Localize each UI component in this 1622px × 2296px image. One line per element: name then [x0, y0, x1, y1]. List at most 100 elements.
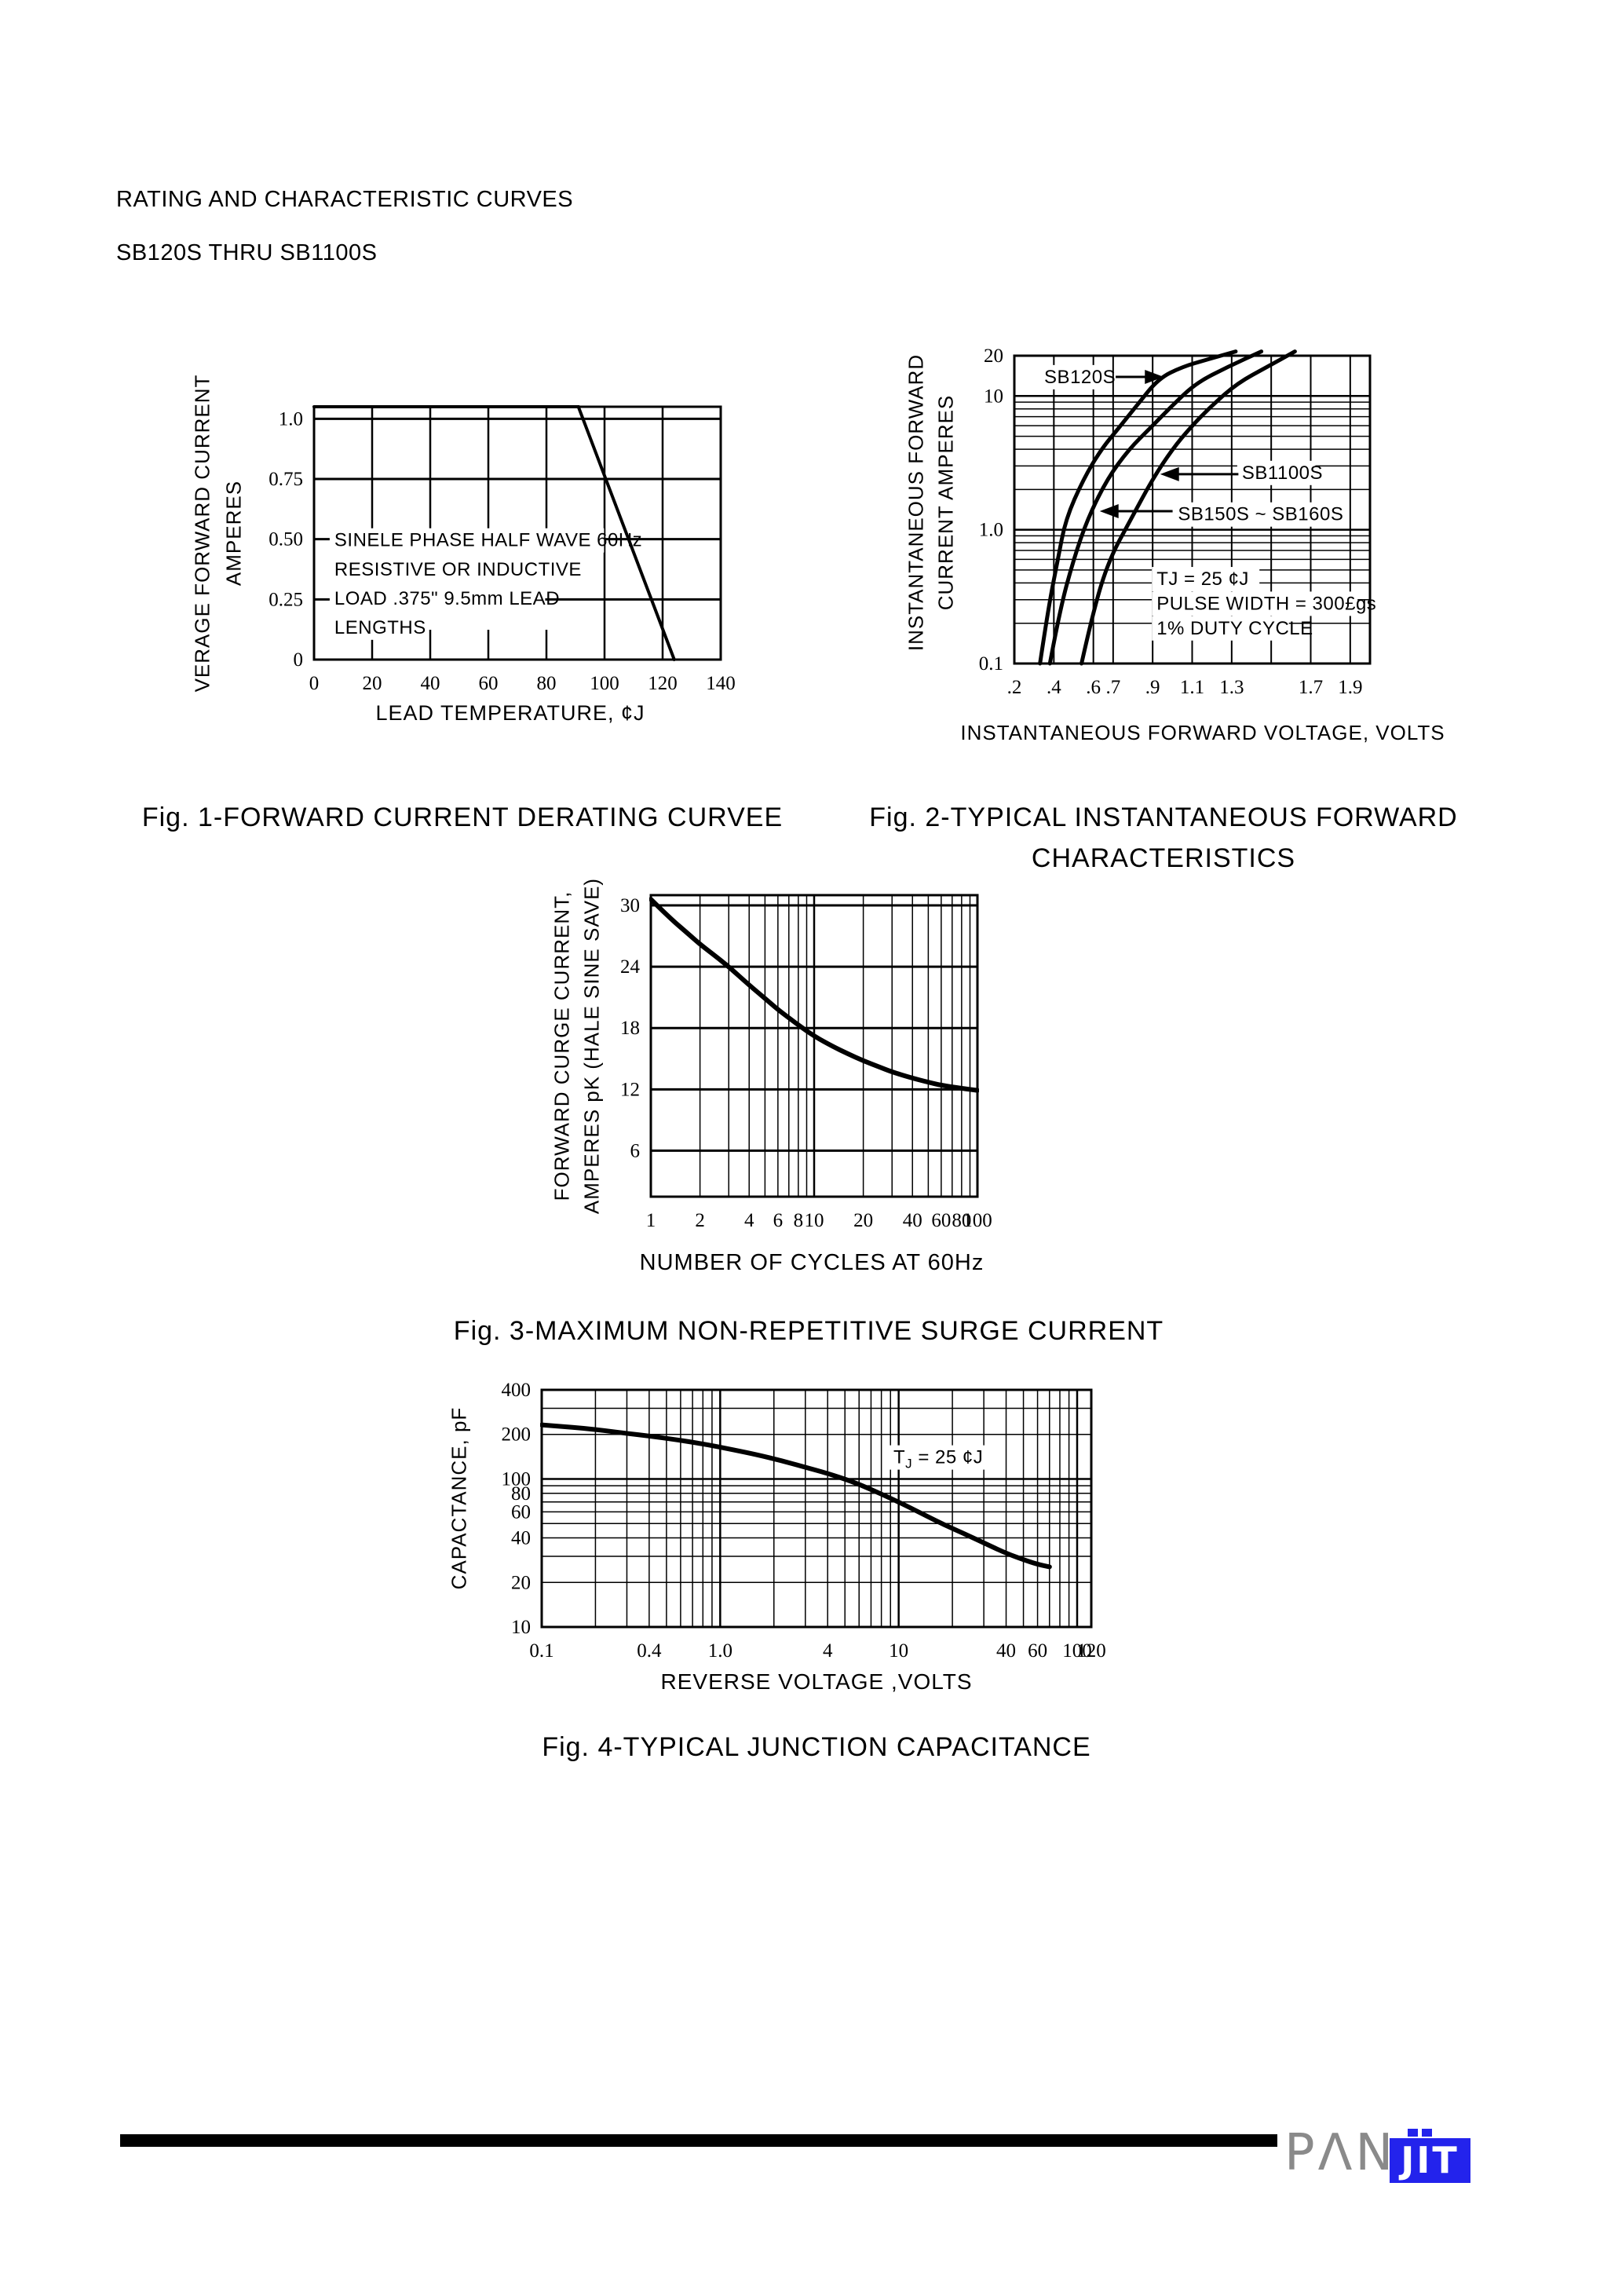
annotation-bg	[1152, 591, 1358, 616]
fig2-x-axis-label: INSTANTANEOUS FORWARD VOLTAGE, VOLTS	[960, 721, 1445, 744]
curve-sb150s-sb160s	[1047, 349, 1264, 666]
arrow-head-icon	[1099, 503, 1119, 518]
brand-dot-j-icon	[1408, 2129, 1418, 2137]
y-tick-label: 0.75	[269, 469, 303, 490]
brand-text-pan: PΛN	[1284, 2124, 1397, 2182]
x-tick-label: .2	[1007, 677, 1022, 698]
brand-text-jit: JIT	[1401, 2139, 1459, 2181]
fig4-y-axis-label: CAPACTANCE, pF	[447, 1406, 471, 1590]
x-tick-label: .7	[1105, 677, 1120, 698]
fig1-caption: Fig. 1-FORWARD CURRENT DERATING CURVEE	[141, 803, 784, 832]
x-tick-label: 0	[309, 673, 320, 694]
annotation-bg	[1039, 364, 1109, 389]
y-tick-label: 0	[294, 649, 304, 671]
annotation-bg	[329, 615, 408, 640]
fig4-caption: Fig. 4-TYPICAL JUNCTION CAPACITANCE	[542, 1732, 1091, 1762]
annotation-text: SB150S ~ SB160S	[1178, 504, 1343, 525]
x-tick-label: 60	[1028, 1640, 1047, 1662]
curve-sb1100s	[1080, 349, 1297, 666]
page-title: RATING AND CHARACTERISTIC CURVES	[116, 187, 574, 212]
y-tick-label: 30	[620, 895, 640, 916]
fig1-x-axis-label: LEAD TEMPERATURE, ¢J	[375, 701, 645, 725]
y-tick-label: 0.1	[979, 653, 1003, 675]
x-tick-label: 1.7	[1299, 677, 1323, 698]
y-tick-label: 60	[511, 1501, 531, 1523]
annotation-bg	[1173, 502, 1330, 527]
x-tick-label: 80	[537, 673, 557, 694]
x-tick-label: 60	[479, 673, 499, 694]
annotation-bg	[1237, 460, 1316, 485]
y-tick-label: 400	[502, 1380, 532, 1401]
fig2-y-axis-label-line1: INSTANTANEOUS FORWARD	[904, 353, 928, 652]
x-tick-label: 1.3	[1219, 677, 1244, 698]
y-tick-label: 40	[511, 1528, 531, 1549]
x-tick-label: 100	[963, 1210, 992, 1231]
curve-surge-current	[649, 897, 979, 1093]
y-tick-label: 10	[511, 1617, 531, 1638]
y-tick-label: 1.0	[279, 408, 303, 430]
annotation-text: PULSE WIDTH = 300£gs	[1156, 593, 1376, 614]
arrow-head-icon	[1145, 370, 1164, 385]
x-tick-label: 120	[648, 673, 678, 694]
y-tick-label: 24	[620, 956, 641, 978]
x-tick-label: 20	[363, 673, 382, 694]
y-tick-label: 0.50	[269, 529, 303, 550]
x-tick-label: 10	[889, 1640, 908, 1662]
annotation-text: SB120S	[1044, 367, 1116, 388]
curve-junction-capacitance	[540, 1422, 1052, 1570]
fig3-caption: Fig. 3-MAXIMUM NON-REPETITIVE SURGE CURR…	[453, 1316, 1164, 1346]
annotation-bg	[329, 557, 555, 582]
annotation-bg	[1152, 616, 1289, 641]
curve-sb120s	[1038, 349, 1238, 666]
fig4-plot: TJ = 25 ¢J0.1 0.4 1.0 4 10 40 60 10012040020010…	[502, 1380, 1106, 1662]
y-tick-label: 100	[502, 1468, 532, 1490]
x-tick-label: 0.4	[637, 1640, 662, 1662]
plot-border	[540, 1388, 1093, 1629]
annotation-text: RESISTIVE OR INDUCTIVE	[334, 559, 582, 580]
fig3-y-axis-label-line2: AMPERES pK (HALE SINE SAVE)	[579, 877, 604, 1215]
x-tick-label: .4	[1047, 677, 1061, 698]
y-tick-label: 20	[984, 345, 1003, 367]
annotation-bg	[329, 586, 546, 611]
x-tick-label: 1.9	[1338, 677, 1362, 698]
fig1-y-axis-label-line2: AMPERES	[221, 480, 246, 587]
fig2-plot: SB120S SB1100S SB150S ~ SB160S TJ = 25 ¢J PU…	[979, 345, 1376, 698]
x-tick-label: 100	[1062, 1640, 1092, 1662]
fig3-x-axis-label: NUMBER OF CYCLES AT 60Hz	[639, 1250, 985, 1275]
y-tick-label: 1.0	[979, 520, 1003, 541]
x-tick-label: 8	[794, 1210, 804, 1231]
brand-dot-i-icon	[1422, 2129, 1432, 2137]
x-tick-label: 1.0	[708, 1640, 732, 1662]
annotation-bg	[889, 1445, 996, 1470]
annotation-text: TJ = 25 ¢J	[1156, 569, 1249, 590]
x-tick-label: 40	[903, 1210, 922, 1231]
x-tick-label: 140	[706, 673, 736, 694]
y-tick-label: 18	[620, 1018, 640, 1039]
plot-border	[1013, 354, 1372, 665]
x-tick-label: 1	[646, 1210, 656, 1231]
footer-divider-bar	[120, 2134, 1277, 2147]
y-tick-label: 0.25	[269, 589, 303, 610]
fig3-y-axis-label-line1: FORWARD CURGE CURRENT,	[550, 890, 574, 1201]
x-tick-label: 40	[996, 1640, 1016, 1662]
y-tick-label: 10	[984, 386, 1003, 407]
x-tick-label: 10	[805, 1210, 824, 1231]
x-tick-label: 4	[744, 1210, 754, 1231]
fig2-y-axis-label-line2: CURRENT AMPERES	[933, 394, 958, 611]
part-range: SB120S THRU SB1100S	[116, 240, 378, 265]
x-tick-label: 100	[590, 673, 619, 694]
plot-border	[649, 894, 979, 1198]
annotation-text: SINELE PHASE HALF WAVE 60Hz	[334, 530, 642, 551]
fig4-x-axis-label: REVERSE VOLTAGE ,VOLTS	[660, 1669, 973, 1694]
x-tick-label: 2	[695, 1210, 705, 1231]
y-tick-label: 20	[511, 1572, 531, 1593]
x-tick-label: 6	[773, 1210, 784, 1231]
x-tick-label: 4	[823, 1640, 833, 1662]
y-tick-label: 6	[630, 1140, 641, 1161]
x-tick-label: 1.1	[1180, 677, 1204, 698]
fig1-plot: SINELE PHASE HALF WAVE 60Hz RESISTIVE OR …	[269, 405, 736, 694]
x-tick-label: 120	[1076, 1640, 1106, 1662]
annotation-bg	[329, 528, 605, 553]
